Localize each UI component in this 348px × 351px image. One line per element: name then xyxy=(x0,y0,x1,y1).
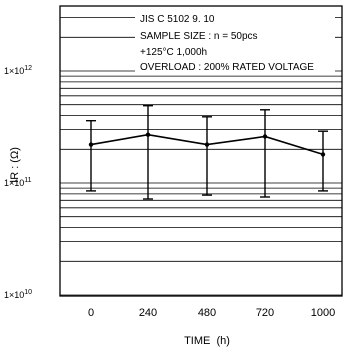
x-tick-label: 1000 xyxy=(311,307,335,319)
note-line-2: SAMPLE SIZE : n = 50pcs xyxy=(140,31,258,42)
mean-point xyxy=(262,134,268,139)
x-tick-labels: 0 240 480 720 1000 xyxy=(88,307,335,319)
x-tick-label: 0 xyxy=(88,307,94,319)
y-tick-labels: 1×1010 1×1011 1×1012 xyxy=(4,65,32,300)
ir-series xyxy=(86,104,328,200)
test-conditions: JIS C 5102 9. 10 SAMPLE SIZE : n = 50pcs… xyxy=(135,8,335,73)
notes-background xyxy=(135,8,335,73)
y-tick-label: 1×1011 xyxy=(4,177,32,188)
y-tick-exponent: 11 xyxy=(24,177,31,184)
y-axis-label: IR : (Ω) xyxy=(9,147,21,183)
x-tick-label: 480 xyxy=(198,307,216,319)
y-tick-exponent: 10 xyxy=(24,289,32,296)
mean-point xyxy=(204,142,210,147)
x-axis-label: TIME (h) xyxy=(184,335,230,347)
grid-lines xyxy=(60,17,342,296)
y-tick-label: 1×1012 xyxy=(4,65,32,76)
y-tick-exponent: 12 xyxy=(24,65,32,72)
x-tick-label: 720 xyxy=(256,307,274,319)
y-tick-label: 1×1010 xyxy=(4,289,32,300)
mean-point xyxy=(320,152,326,157)
mean-point xyxy=(145,132,151,137)
x-tick-label: 240 xyxy=(139,307,157,319)
note-line-1: JIS C 5102 9. 10 xyxy=(140,14,215,25)
note-line-3: +125°C 1,000h xyxy=(140,47,207,58)
note-line-4: OVERLOAD : 200% RATED VOLTAGE xyxy=(140,62,314,73)
plot-frame xyxy=(59,5,343,297)
mean-point xyxy=(88,142,94,147)
